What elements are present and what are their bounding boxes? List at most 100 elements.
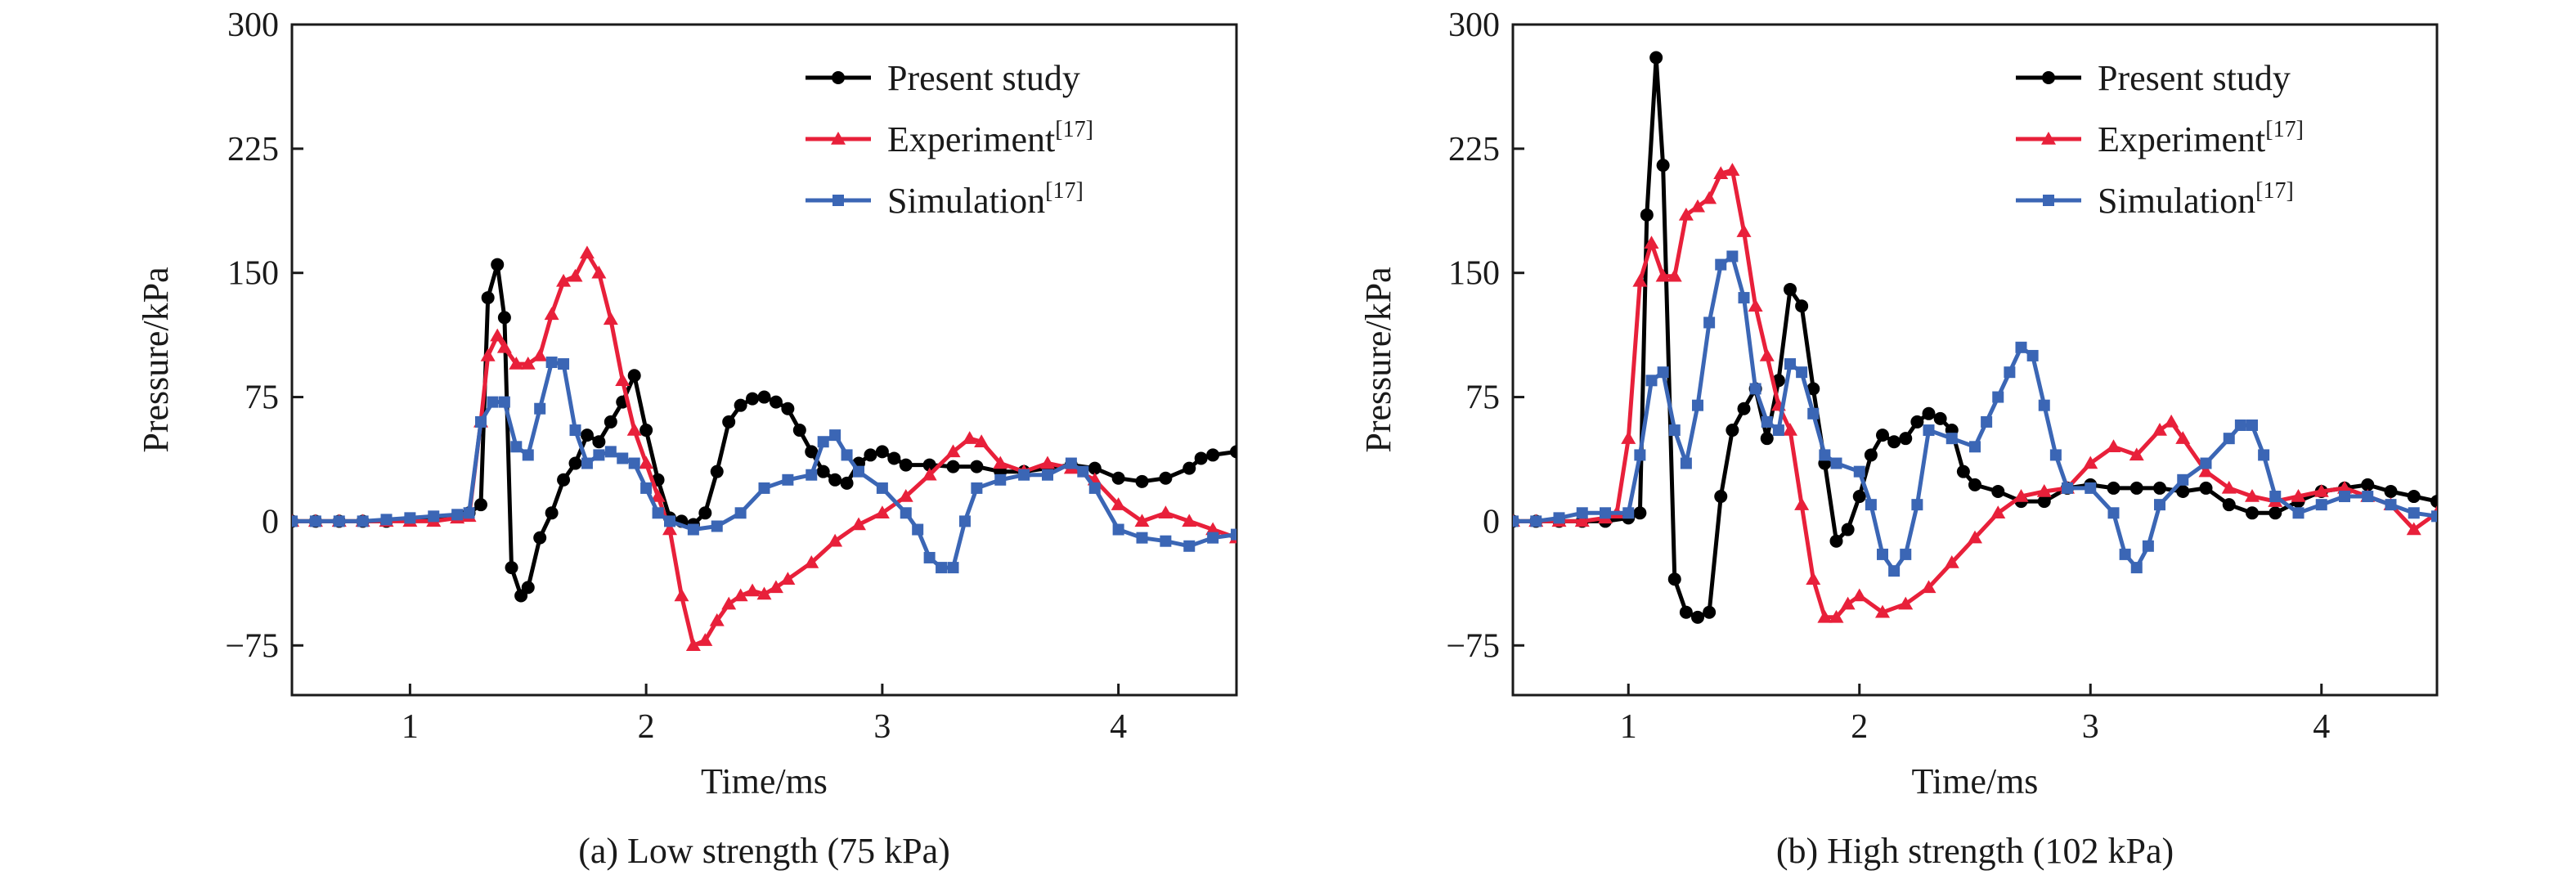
data-point xyxy=(652,507,664,519)
data-point xyxy=(428,510,440,523)
data-point xyxy=(687,523,699,536)
data-point xyxy=(1875,604,1890,618)
data-point xyxy=(698,633,713,646)
data-point xyxy=(1933,411,1947,425)
data-point xyxy=(497,311,511,325)
data-point xyxy=(1830,457,1842,469)
data-point xyxy=(1725,163,1740,176)
data-point xyxy=(2036,483,2052,497)
data-point xyxy=(1135,474,1149,488)
data-point xyxy=(1819,449,1831,461)
y-axis-title: Pressure/kPa xyxy=(1358,267,1398,452)
x-tick-label: 1 xyxy=(1620,708,1637,746)
y-tick-label: 0 xyxy=(1483,503,1500,541)
data-point xyxy=(496,339,512,353)
y-tick-label: 225 xyxy=(1448,131,1500,168)
data-point xyxy=(1761,415,1773,428)
y-tick-label: 0 xyxy=(262,503,279,541)
data-point xyxy=(2246,419,2258,431)
data-point xyxy=(831,132,846,145)
data-point xyxy=(1887,435,1901,449)
data-point xyxy=(2013,489,2029,502)
data-point xyxy=(1668,424,1681,437)
data-point xyxy=(1853,465,1865,478)
data-point xyxy=(604,446,617,458)
data-point xyxy=(1207,532,1219,544)
data-point xyxy=(1806,382,1820,396)
data-point xyxy=(1194,451,1208,465)
data-point xyxy=(592,435,606,449)
data-point xyxy=(733,588,748,602)
legend-label: Simulation[17] xyxy=(887,178,1084,221)
data-point xyxy=(1159,471,1173,485)
data-point xyxy=(639,455,654,469)
data-point xyxy=(2107,481,2120,495)
data-point xyxy=(1829,609,1844,623)
data-point xyxy=(1633,506,1647,520)
data-point xyxy=(734,507,747,519)
data-point xyxy=(1807,407,1820,420)
data-point xyxy=(580,429,594,442)
data-point xyxy=(1992,391,2004,403)
data-point xyxy=(851,517,866,531)
data-point xyxy=(1864,448,1878,462)
data-point xyxy=(2129,481,2143,495)
data-point xyxy=(817,436,829,448)
data-point xyxy=(662,522,677,536)
data-point xyxy=(532,348,548,361)
data-point xyxy=(832,195,844,206)
data-point xyxy=(475,415,487,428)
legend-label: Present study xyxy=(2098,58,2291,98)
data-point xyxy=(1667,268,1682,282)
data-point xyxy=(568,456,582,470)
data-point xyxy=(1794,497,1810,510)
data-point xyxy=(1877,548,1888,560)
data-point xyxy=(758,482,770,494)
data-point xyxy=(1795,299,1809,313)
data-point xyxy=(474,498,487,512)
data-point xyxy=(627,369,641,383)
data-point xyxy=(1922,406,1936,420)
data-point xyxy=(2107,507,2120,519)
data-point xyxy=(2292,507,2304,519)
data-point xyxy=(1944,555,1959,568)
data-point xyxy=(1111,471,1125,485)
data-point xyxy=(490,328,505,342)
data-point xyxy=(2269,506,2282,520)
data-point xyxy=(2004,366,2016,379)
data-point xyxy=(1715,258,1727,271)
data-point xyxy=(2038,399,2050,411)
data-point xyxy=(463,507,475,519)
data-point xyxy=(2129,447,2144,461)
data-point xyxy=(2049,449,2062,461)
series-markers-present-study xyxy=(292,258,1236,603)
data-point xyxy=(1968,478,1981,491)
data-point xyxy=(2026,349,2039,361)
data-point xyxy=(1634,449,1646,461)
data-point xyxy=(556,273,572,287)
y-tick-label: 75 xyxy=(1465,379,1500,417)
data-point xyxy=(522,449,534,461)
data-point xyxy=(1680,457,1692,469)
data-point xyxy=(757,390,771,404)
data-point xyxy=(876,482,888,494)
data-point xyxy=(1898,596,1914,610)
data-point xyxy=(1759,348,1775,361)
series-line-simulation xyxy=(1513,254,2437,573)
data-point xyxy=(1876,429,1889,442)
data-point xyxy=(1692,399,1703,411)
data-point xyxy=(2198,464,2214,478)
data-point xyxy=(971,482,983,494)
data-point xyxy=(829,429,841,442)
data-point xyxy=(734,398,747,412)
data-point xyxy=(333,515,345,527)
data-point xyxy=(1183,461,1196,475)
data-point xyxy=(604,415,617,429)
data-point xyxy=(1713,166,1729,179)
data-point xyxy=(640,424,653,438)
legend-label: Simulation[17] xyxy=(2098,178,2294,221)
data-point xyxy=(1231,528,1236,541)
data-point xyxy=(1160,535,1172,547)
data-point xyxy=(2153,481,2166,495)
